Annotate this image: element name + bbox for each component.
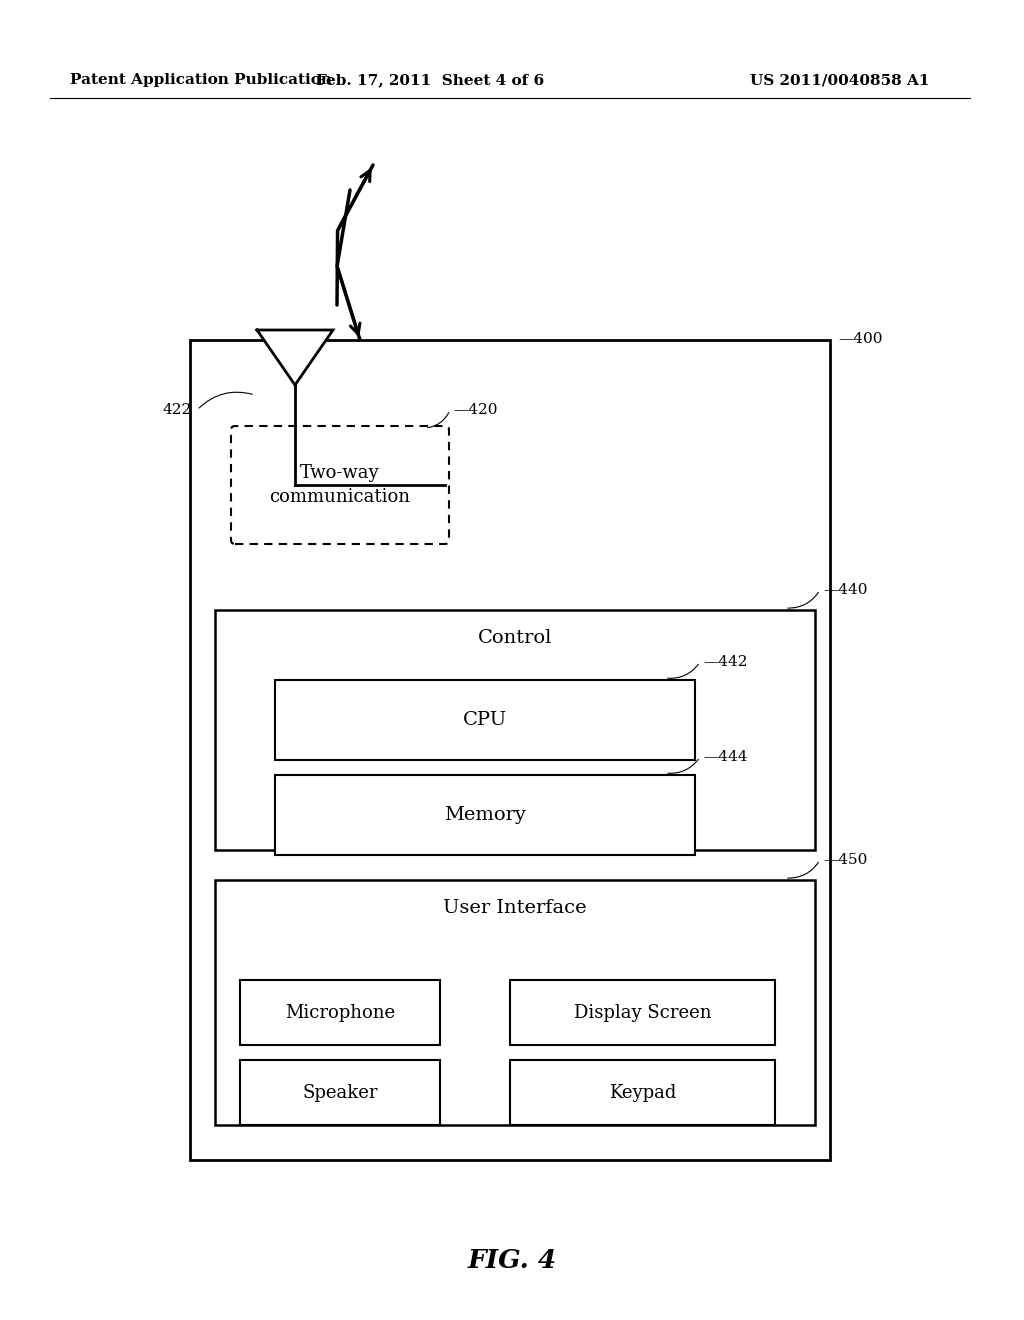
Text: Patent Application Publication: Patent Application Publication (70, 73, 332, 87)
Text: —444: —444 (703, 750, 748, 764)
Bar (510, 1060, 775, 1125)
Text: —400: —400 (838, 333, 883, 346)
Bar (215, 610, 815, 850)
Bar (510, 979, 775, 1045)
Text: Microphone: Microphone (285, 1003, 395, 1022)
Text: Memory: Memory (444, 807, 526, 824)
Text: US 2011/0040858 A1: US 2011/0040858 A1 (750, 73, 930, 87)
FancyBboxPatch shape (231, 426, 449, 544)
Text: Display Screen: Display Screen (573, 1003, 712, 1022)
Bar (240, 1060, 440, 1125)
Text: CPU: CPU (463, 711, 507, 729)
Text: Two-way
communication: Two-way communication (269, 463, 411, 507)
Bar (240, 979, 440, 1045)
Polygon shape (257, 330, 333, 385)
Text: Feb. 17, 2011  Sheet 4 of 6: Feb. 17, 2011 Sheet 4 of 6 (316, 73, 544, 87)
Bar (190, 341, 830, 1160)
Text: Control: Control (478, 630, 552, 647)
Text: Keypad: Keypad (609, 1084, 676, 1101)
Text: 422: 422 (163, 403, 193, 417)
Text: Speaker: Speaker (302, 1084, 378, 1101)
Text: User Interface: User Interface (443, 899, 587, 917)
Bar (275, 775, 695, 855)
Text: —442: —442 (703, 655, 748, 669)
Text: —420: —420 (453, 403, 498, 417)
Bar (275, 680, 695, 760)
Text: —440: —440 (823, 583, 867, 597)
Bar (215, 880, 815, 1125)
Text: FIG. 4: FIG. 4 (467, 1247, 557, 1272)
Text: —450: —450 (823, 853, 867, 867)
